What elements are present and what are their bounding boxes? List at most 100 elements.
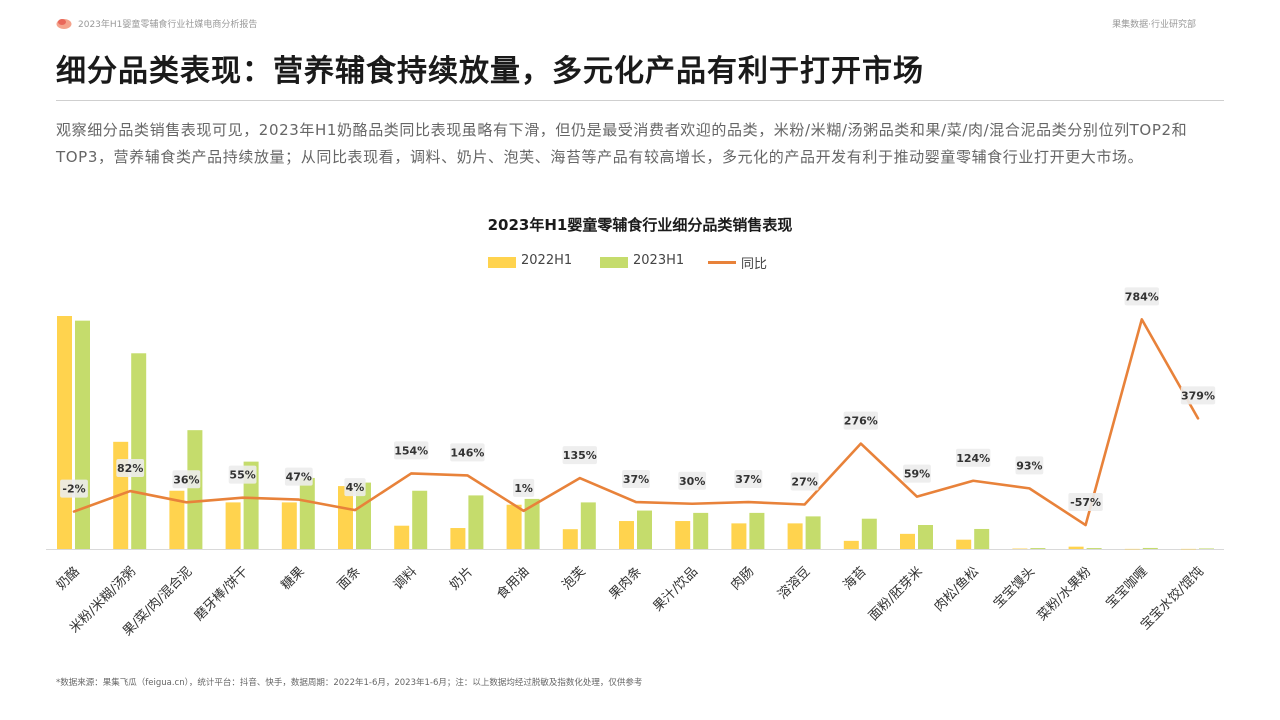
yoy-label-bg (734, 470, 763, 489)
yoy-data-label: 37% (735, 473, 761, 486)
yoy-data-label: 124% (956, 452, 990, 465)
yoy-label-bg (562, 446, 597, 465)
bar-2022 (619, 521, 634, 549)
department-label: 果集数据·行业研究部 (1112, 20, 1196, 30)
brand-logo-icon (56, 19, 72, 29)
yoy-data-label: 93% (1016, 459, 1042, 472)
category-tick-label: 奶片 (447, 564, 476, 593)
bar-2023 (1199, 548, 1214, 549)
legend-label-2022: 2022H1 (521, 253, 573, 268)
yoy-data-label: 135% (563, 449, 597, 462)
category-tick-label: 磨牙棒/饼干 (192, 564, 252, 624)
category-tick-label: 海苔 (841, 564, 870, 593)
bar-2022 (1124, 548, 1140, 550)
bar-2023 (524, 498, 540, 549)
yoy-data-label: 276% (844, 415, 878, 428)
yoy-data-label: 379% (1181, 389, 1215, 402)
category-tick-label: 糖果 (278, 564, 308, 594)
yoy-data-label: 59% (904, 468, 930, 481)
yoy-label-bg (622, 470, 650, 489)
bar-2022 (787, 523, 803, 549)
bar-2022 (506, 504, 522, 549)
bar-2022 (675, 521, 691, 549)
yoy-label-bg (172, 470, 201, 489)
yoy-data-label: 30% (679, 475, 705, 488)
bar-2023 (1030, 548, 1046, 549)
yoy-data-label: 784% (1125, 290, 1159, 303)
bar-2023 (749, 512, 765, 549)
yoy-label-bg (228, 465, 257, 484)
yoy-data-label: 4% (346, 481, 365, 494)
category-tick-label: 面粉/胚芽米 (866, 564, 926, 624)
bar-2022 (450, 528, 466, 549)
yoy-label-bg (1068, 493, 1103, 512)
bar-2022 (562, 529, 578, 549)
yoy-data-label: 27% (791, 475, 817, 488)
bar-2022 (57, 316, 72, 549)
bar-2023 (805, 516, 821, 549)
bar-2022 (338, 486, 353, 549)
legend-swatch-2023 (600, 257, 628, 268)
chart-title: 2023年H1婴童零辅食行业细分品类销售表现 (487, 216, 793, 234)
bar-2023 (861, 518, 877, 549)
category-tick-label: 泡芙 (560, 564, 589, 593)
bar-2023 (1086, 548, 1102, 549)
bar-2022 (900, 533, 915, 549)
bar-2023 (693, 512, 709, 549)
category-tick-label: 面条 (334, 564, 364, 594)
category-tick-label: 溶溶豆 (775, 564, 813, 602)
legend-swatch-2022 (488, 257, 516, 268)
category-tick-label: 菜粉/水果粉 (1035, 564, 1095, 624)
category-tick-label: 肉肠 (728, 564, 757, 593)
title-divider (56, 100, 1224, 101)
yoy-label-bg (394, 441, 429, 460)
legend-swatch-yoy (708, 261, 736, 264)
yoy-label-bg (1015, 456, 1044, 475)
category-tick-label: 食用油 (494, 564, 533, 603)
bar-2022 (281, 502, 297, 549)
yoy-label-bg (450, 443, 485, 462)
yoy-label-bg (843, 411, 878, 430)
category-tick-label: 调料 (391, 564, 420, 593)
page-title: 细分品类表现：营养辅食持续放量，多元化产品有利于打开市场 (56, 54, 924, 89)
yoy-data-label: 1% (514, 482, 533, 495)
bar-2022 (394, 525, 410, 549)
bar-2022 (1181, 548, 1196, 550)
bar-2022 (956, 539, 972, 549)
legend-label-yoy: 同比 (741, 257, 768, 272)
bar-2023 (580, 502, 596, 549)
report-title: 2023年H1婴童零辅食行业社媒电商分析报告 (78, 20, 258, 30)
bar-2023 (468, 495, 484, 549)
top-bar: 2023年H1婴童零辅食行业社媒电商分析报告 果集数据·行业研究部 (56, 14, 1196, 34)
bar-2022 (169, 490, 185, 549)
yoy-label-bg (903, 464, 931, 483)
category-tick-label: 宝宝咖喱 (1103, 564, 1150, 611)
legend-label-2023: 2023H1 (633, 253, 685, 268)
bar-2022 (843, 540, 859, 549)
bar-2022 (731, 523, 747, 549)
bar-2023 (75, 320, 90, 549)
description-paragraph: 观察细分品类销售表现可见，2023年H1奶酪品类同比表现虽略有下滑，但仍是最受消… (56, 121, 1188, 166)
yoy-data-label: 146% (450, 446, 484, 459)
bar-2022 (225, 502, 241, 549)
yoy-label-bg (678, 471, 707, 490)
yoy-label-bg (284, 467, 313, 486)
category-tick-label: 果肉条 (606, 564, 645, 603)
bar-2022 (1012, 548, 1028, 550)
bar-2023 (918, 525, 933, 549)
yoy-data-label: 47% (286, 471, 312, 484)
category-tick-label: 果汁/饮品 (651, 564, 701, 614)
yoy-label-bg (116, 459, 145, 478)
bar-2023 (356, 482, 371, 549)
bar-2023 (131, 353, 147, 549)
yoy-label-bg (1180, 386, 1216, 405)
yoy-label-bg (513, 478, 535, 497)
bar-2023 (974, 528, 990, 549)
yoy-label-bg (790, 472, 819, 491)
category-tick-label: 奶酪 (53, 564, 83, 594)
bar-2022 (1068, 546, 1084, 549)
yoy-data-label: 82% (117, 462, 143, 475)
category-tick-label: 肉松/鱼松 (931, 564, 982, 615)
yoy-data-label: -57% (1070, 496, 1101, 509)
